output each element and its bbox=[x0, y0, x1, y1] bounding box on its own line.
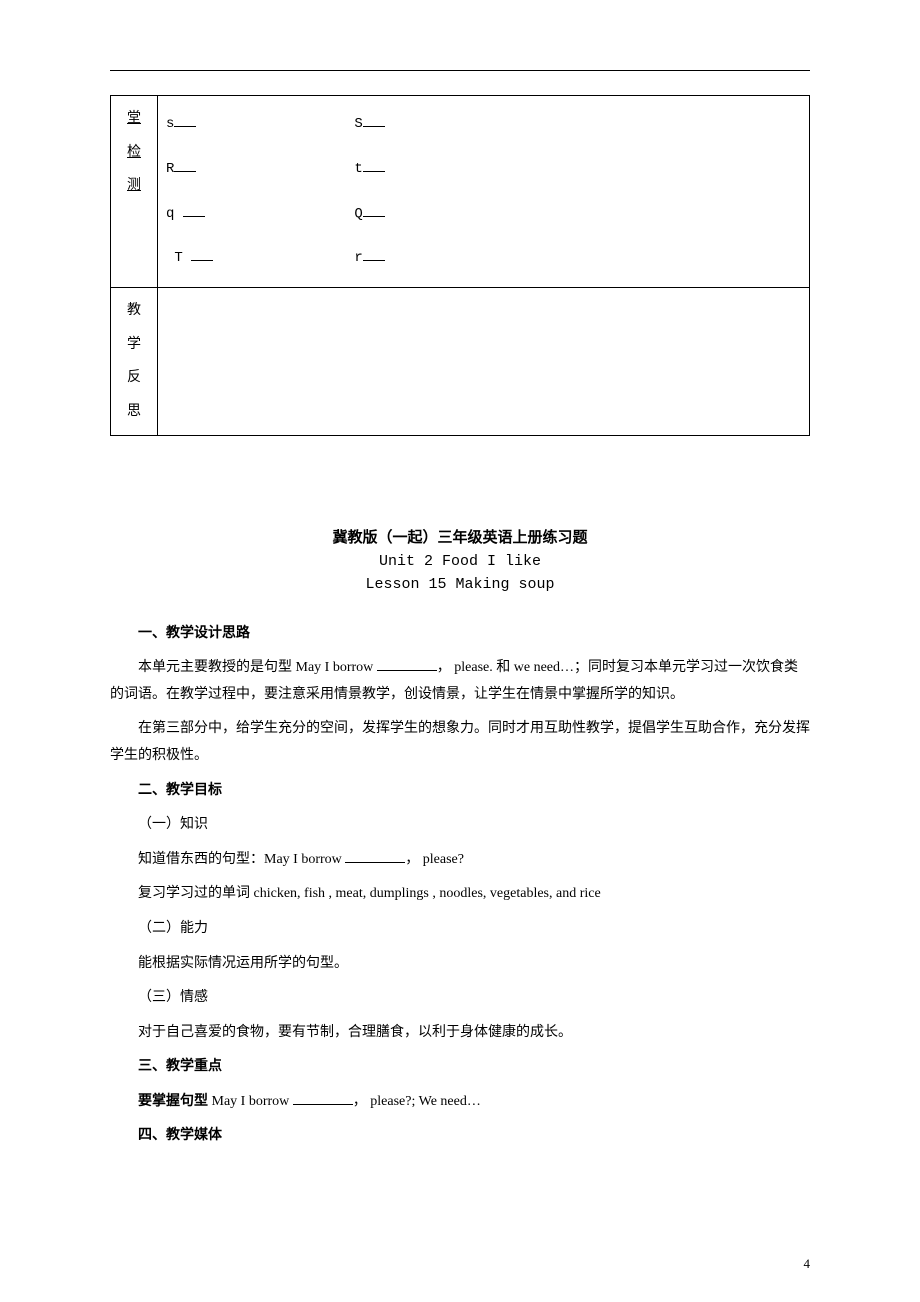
section-2-heading: 二、教学目标 bbox=[138, 783, 222, 798]
fill-line bbox=[183, 203, 205, 217]
top-rule bbox=[110, 70, 810, 71]
blank-left: T bbox=[174, 250, 182, 266]
blank-right: S bbox=[354, 116, 362, 132]
blank-left: R bbox=[166, 161, 174, 177]
fill-blank bbox=[293, 1091, 353, 1105]
section-1-p1: 本单元主要教授的是句型 May I borrow ， please. 和 we … bbox=[110, 655, 810, 708]
side-char: 教 bbox=[119, 294, 149, 328]
blank-right: Q bbox=[354, 206, 362, 222]
title-line-1: 冀教版（一起）三年级英语上册练习题 bbox=[110, 526, 810, 547]
side-char: 学 bbox=[119, 328, 149, 362]
side-char: 测 bbox=[119, 169, 149, 203]
fill-blank bbox=[377, 657, 437, 671]
blanks-cell: s S R t q Q T r bbox=[158, 96, 810, 288]
lesson-table: 堂 检 测 s S R t q Q T r bbox=[110, 95, 810, 436]
fill-line bbox=[174, 113, 196, 127]
title-block: 冀教版（一起）三年级英语上册练习题 Unit 2 Food I like Les… bbox=[110, 526, 810, 593]
text-run: ， please?; We need… bbox=[353, 1094, 481, 1109]
side-char: 堂 bbox=[119, 102, 149, 136]
text-run: 本单元主要教授的是句型 May I borrow bbox=[138, 660, 377, 675]
reflection-cell bbox=[158, 288, 810, 435]
blank-left: s bbox=[166, 116, 174, 132]
blank-right: r bbox=[354, 250, 362, 266]
section-2-sub1: （一）知识 bbox=[110, 812, 810, 839]
title-line-3: Lesson 15 Making soup bbox=[110, 576, 810, 593]
text-run-bold: 要掌握句型 bbox=[138, 1094, 208, 1109]
text-run: May I borrow bbox=[208, 1094, 293, 1109]
section-2-sub3-p1: 对于自己喜爱的食物，要有节制，合理膳食，以利于身体健康的成长。 bbox=[110, 1020, 810, 1047]
section-2-sub2: （二）能力 bbox=[110, 916, 810, 943]
section-2-sub3: （三）情感 bbox=[110, 985, 810, 1012]
fill-line bbox=[363, 113, 385, 127]
fill-line bbox=[174, 158, 196, 172]
blank-left: q bbox=[166, 206, 174, 222]
fill-line bbox=[363, 248, 385, 262]
section-4-heading: 四、教学媒体 bbox=[138, 1128, 222, 1143]
side-char: 检 bbox=[119, 136, 149, 170]
text-run: 知道借东西的句型：May I borrow bbox=[138, 852, 345, 867]
page-number: 4 bbox=[804, 1256, 811, 1272]
section-2-sub2-p1: 能根据实际情况运用所学的句型。 bbox=[110, 951, 810, 978]
side-label-classtest: 堂 检 测 bbox=[111, 96, 158, 288]
section-3-p1: 要掌握句型 May I borrow ， please?; We need… bbox=[110, 1089, 810, 1116]
side-char: 思 bbox=[119, 395, 149, 429]
fill-line bbox=[363, 158, 385, 172]
side-label-reflection: 教 学 反 思 bbox=[111, 288, 158, 435]
section-2-sub1-p2: 复习学习过的单词 chicken, fish , meat, dumplings… bbox=[110, 881, 810, 908]
section-1-heading: 一、教学设计思路 bbox=[138, 626, 250, 641]
blank-right: t bbox=[354, 161, 362, 177]
section-2-sub1-p1: 知道借东西的句型：May I borrow ， please? bbox=[110, 847, 810, 874]
side-char: 反 bbox=[119, 361, 149, 395]
fill-line bbox=[363, 203, 385, 217]
title-line-2: Unit 2 Food I like bbox=[110, 553, 810, 570]
section-3-heading: 三、教学重点 bbox=[138, 1059, 222, 1074]
section-1-p2: 在第三部分中，给学生充分的空间，发挥学生的想象力。同时才用互助性教学，提倡学生互… bbox=[110, 716, 810, 769]
body-text: 一、教学设计思路 本单元主要教授的是句型 May I borrow ， plea… bbox=[110, 621, 810, 1151]
fill-blank bbox=[345, 848, 405, 862]
fill-line bbox=[191, 248, 213, 262]
text-run: ， please? bbox=[405, 852, 464, 867]
